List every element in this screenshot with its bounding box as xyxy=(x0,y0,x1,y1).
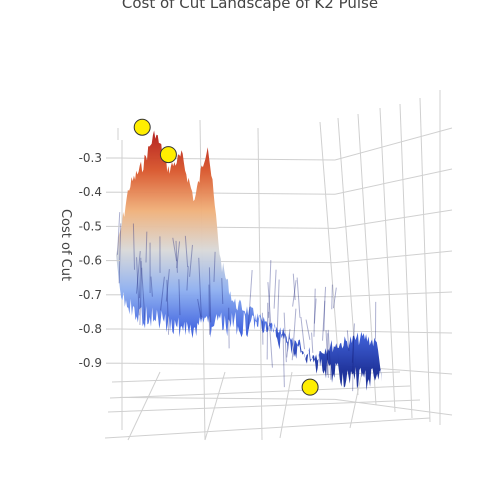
surface-texture-line xyxy=(291,308,297,361)
surface-texture-line xyxy=(139,267,143,325)
surface-texture-line xyxy=(268,260,272,318)
surface-texture-line xyxy=(313,298,317,324)
z-tick-label: -0.3 xyxy=(79,151,102,165)
chart-title: Cost of Cut Landscape of K2 Pulse xyxy=(122,0,378,12)
surface-texture-line xyxy=(311,332,314,353)
z-tick-label: -0.8 xyxy=(79,322,102,336)
surface-texture-line xyxy=(208,267,212,323)
z-tick-label: -0.6 xyxy=(79,254,102,268)
side-wall-line xyxy=(334,250,453,264)
surface-texture-line xyxy=(283,312,287,363)
surface-texture-line xyxy=(118,223,122,284)
surface-texture-line xyxy=(221,278,224,304)
wall-vertical-line xyxy=(419,97,431,423)
floor-line xyxy=(279,371,293,439)
surface-texture-line xyxy=(160,276,165,311)
surface-texture-line xyxy=(332,287,337,309)
side-wall-line xyxy=(334,398,453,416)
surface-texture-line xyxy=(136,257,140,316)
surface-texture-line xyxy=(325,330,329,378)
wall-vertical-line xyxy=(257,127,263,441)
floor-line xyxy=(127,371,161,441)
surface-texture-line xyxy=(189,244,193,277)
surface-texture-line xyxy=(176,241,181,269)
point-marker xyxy=(159,146,177,164)
side-wall-line xyxy=(334,209,453,229)
surface-texture-line xyxy=(276,279,280,338)
side-wall-line xyxy=(334,291,453,298)
surface-texture-line xyxy=(135,251,141,294)
surface-body xyxy=(116,130,382,391)
point-marker xyxy=(301,378,319,396)
surface-texture-line xyxy=(282,329,285,388)
z-axis-ticks: -0.3 -0.4 -0.5 -0.6 -0.7 -0.8 -0.9 xyxy=(79,151,120,370)
surface-texture-line xyxy=(323,300,326,331)
z-tick-label: -0.7 xyxy=(79,288,102,302)
surface-texture-line xyxy=(138,257,142,299)
surface-texture-line xyxy=(300,317,306,350)
surface-plot xyxy=(116,130,382,392)
surface-texture-line xyxy=(268,311,273,368)
floor-line xyxy=(109,385,411,399)
surface-texture-line xyxy=(145,231,148,263)
z-tick-label: -0.5 xyxy=(79,219,102,233)
back-wall-line xyxy=(119,396,336,400)
surface-texture-line xyxy=(184,235,189,268)
surface-texture-line xyxy=(140,261,146,321)
floor-line xyxy=(349,371,363,429)
surface-texture-line xyxy=(150,276,153,297)
surface-texture-line xyxy=(296,277,301,318)
surface-texture-line xyxy=(247,270,253,330)
back-wall-line xyxy=(119,362,336,366)
surface-texture-line xyxy=(132,223,136,270)
surface-texture-line xyxy=(175,240,178,273)
surface-texture-line xyxy=(208,284,211,335)
surface-texture-line xyxy=(117,212,121,255)
wall-vertical-line xyxy=(319,121,341,381)
surface-texture-line xyxy=(267,282,272,325)
z-axis-title: Cost of Cut xyxy=(58,209,73,281)
point-marker xyxy=(133,118,151,136)
surface-texture-line xyxy=(327,329,332,380)
surface-texture-line xyxy=(178,279,181,316)
surface-texture-line xyxy=(197,298,202,320)
point-markers xyxy=(133,118,319,396)
wall-vertical-line xyxy=(379,107,396,413)
side-wall-line xyxy=(334,127,453,161)
floor-line xyxy=(204,371,226,441)
surface-texture-line xyxy=(286,328,291,358)
surface-texture-line xyxy=(292,280,297,307)
floor-line xyxy=(104,417,431,439)
surface-texture-line xyxy=(322,286,327,341)
wall-vertical-line xyxy=(399,103,413,419)
z-tick-label: -0.4 xyxy=(79,185,102,199)
surface-texture-line xyxy=(166,279,170,335)
surface-texture-line xyxy=(346,330,350,351)
floor-line xyxy=(107,399,421,413)
z-tick-label: -0.9 xyxy=(79,356,102,370)
surface-texture-line xyxy=(305,319,311,340)
surface-texture-line xyxy=(331,284,333,310)
surface-texture-line xyxy=(198,257,202,318)
surface-texture-line xyxy=(352,336,354,392)
surface-texture-line xyxy=(351,323,355,363)
surface-texture-line xyxy=(213,251,216,282)
surface-texture-line xyxy=(292,273,296,301)
surface-texture-line xyxy=(266,302,269,360)
surface-texture-line xyxy=(165,269,170,302)
surface-texture-line xyxy=(172,237,178,262)
side-wall-line xyxy=(334,168,453,195)
surface-texture-line xyxy=(313,288,316,337)
side-wall-line xyxy=(334,330,453,334)
surface-texture-line xyxy=(273,269,277,309)
surface-texture-line xyxy=(186,266,189,291)
